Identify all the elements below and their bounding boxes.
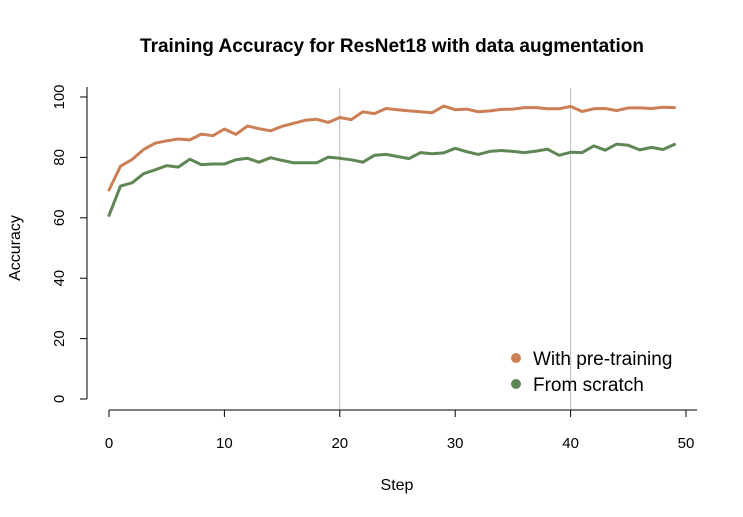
chart-title: Training Accuracy for ResNet18 with data… <box>140 36 644 57</box>
x-axis-label: Step <box>381 477 414 494</box>
x-tick-label: 30 <box>447 435 464 452</box>
reference-lines <box>339 88 572 409</box>
y-tick-label: 100 <box>51 84 68 109</box>
legend-label: From scratch <box>533 375 644 396</box>
y-tick-label: 60 <box>51 209 68 226</box>
legend-marker <box>511 353 521 363</box>
y-tick-label: 80 <box>51 149 68 166</box>
x-tick-label: 20 <box>331 435 348 452</box>
series-group <box>107 104 676 217</box>
legend-marker <box>511 379 521 389</box>
legend: With pre-training From scratch <box>511 349 672 396</box>
x-tick-label: 0 <box>105 435 113 452</box>
y-tick-label: 0 <box>51 395 68 403</box>
axes: 0 10 20 30 40 50 0 20 40 60 80 100 <box>51 84 697 452</box>
y-axis-label: Accuracy <box>7 215 24 281</box>
series-line-from-scratch <box>107 142 676 217</box>
x-tick-label: 10 <box>216 435 233 452</box>
series-line-with-pre-training <box>107 104 676 192</box>
y-tick-label: 20 <box>51 330 68 347</box>
x-tick-label: 40 <box>562 435 579 452</box>
legend-label: With pre-training <box>533 349 672 370</box>
x-tick-label: 50 <box>678 435 695 452</box>
y-tick-label: 40 <box>51 270 68 287</box>
